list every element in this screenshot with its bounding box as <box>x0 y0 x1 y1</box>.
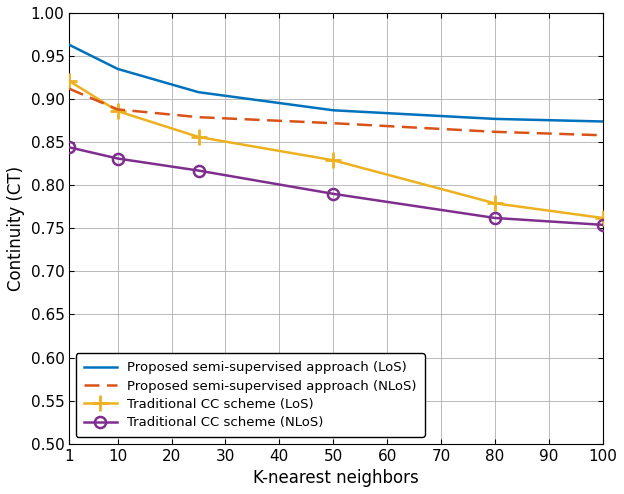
Proposed semi-supervised approach (LoS) <box>114 66 122 72</box>
Traditional CC scheme (LoS) <box>329 157 337 163</box>
Proposed semi-supervised approach (NLoS) <box>195 114 202 120</box>
Traditional CC scheme (LoS) <box>195 134 202 140</box>
Traditional CC scheme (NLoS) <box>491 215 499 221</box>
X-axis label: K-nearest neighbors: K-nearest neighbors <box>253 469 419 487</box>
Line: Proposed semi-supervised approach (LoS): Proposed semi-supervised approach (LoS) <box>69 45 603 122</box>
Proposed semi-supervised approach (NLoS) <box>114 106 122 112</box>
Proposed semi-supervised approach (LoS) <box>195 89 202 95</box>
Traditional CC scheme (LoS) <box>114 108 122 114</box>
Traditional CC scheme (NLoS) <box>599 222 607 228</box>
Line: Traditional CC scheme (NLoS): Traditional CC scheme (NLoS) <box>64 142 608 230</box>
Traditional CC scheme (LoS) <box>491 201 499 206</box>
Proposed semi-supervised approach (LoS) <box>491 116 499 122</box>
Proposed semi-supervised approach (LoS) <box>329 107 337 113</box>
Line: Proposed semi-supervised approach (NLoS): Proposed semi-supervised approach (NLoS) <box>69 89 603 135</box>
Proposed semi-supervised approach (NLoS) <box>66 86 73 92</box>
Proposed semi-supervised approach (NLoS) <box>329 120 337 126</box>
Traditional CC scheme (NLoS) <box>329 191 337 197</box>
Traditional CC scheme (NLoS) <box>66 144 73 150</box>
Line: Traditional CC scheme (LoS): Traditional CC scheme (LoS) <box>62 73 610 226</box>
Traditional CC scheme (NLoS) <box>195 167 202 173</box>
Proposed semi-supervised approach (LoS) <box>66 42 73 48</box>
Traditional CC scheme (LoS) <box>66 78 73 84</box>
Proposed semi-supervised approach (LoS) <box>599 119 607 124</box>
Y-axis label: Continuity (CT): Continuity (CT) <box>7 165 25 291</box>
Proposed semi-supervised approach (NLoS) <box>491 129 499 135</box>
Traditional CC scheme (NLoS) <box>114 156 122 162</box>
Legend: Proposed semi-supervised approach (LoS), Proposed semi-supervised approach (NLoS: Proposed semi-supervised approach (LoS),… <box>76 353 425 437</box>
Traditional CC scheme (LoS) <box>599 215 607 221</box>
Proposed semi-supervised approach (NLoS) <box>599 132 607 138</box>
